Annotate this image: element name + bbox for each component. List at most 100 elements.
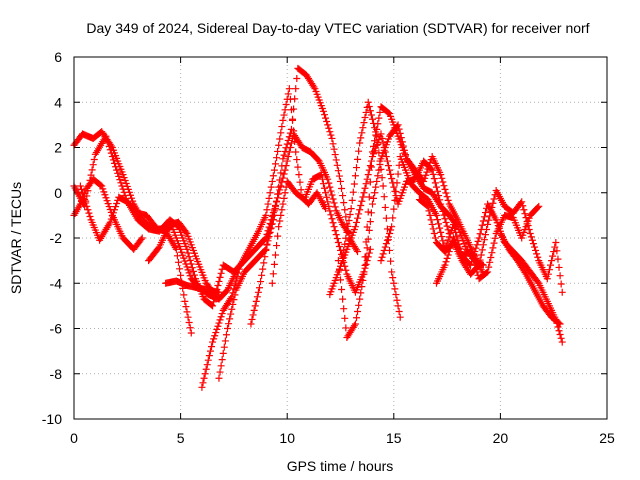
data-point <box>281 106 289 114</box>
data-point <box>366 107 374 115</box>
data-point <box>338 185 346 193</box>
data-point <box>549 252 557 260</box>
data-point <box>251 302 259 310</box>
data-point <box>203 361 211 369</box>
data-point <box>200 374 208 382</box>
data-point <box>286 144 294 151</box>
data-point <box>544 270 552 278</box>
data-point <box>423 201 431 209</box>
data-point <box>437 171 445 179</box>
data-point <box>228 305 236 313</box>
data-point <box>368 115 376 123</box>
data-point <box>375 149 383 157</box>
data-point <box>340 199 348 207</box>
data-point <box>442 258 450 266</box>
data-point <box>445 233 453 241</box>
data-point <box>331 203 339 211</box>
data-point <box>335 242 343 250</box>
data-point <box>358 129 366 137</box>
data-point <box>282 101 290 109</box>
data-point <box>324 121 332 129</box>
data-point <box>216 316 224 324</box>
data-point <box>367 163 375 171</box>
data-point <box>279 116 287 124</box>
data-point <box>438 233 446 241</box>
data-point <box>422 171 430 179</box>
data-point <box>438 204 446 212</box>
data-point <box>340 305 348 313</box>
data-point <box>342 266 350 274</box>
data-point <box>487 254 495 262</box>
data-point <box>104 139 112 147</box>
data-point <box>441 185 449 193</box>
data-point <box>180 254 188 262</box>
data-point <box>282 162 290 170</box>
data-point <box>216 273 224 281</box>
data-point <box>357 289 365 297</box>
data-point <box>215 288 223 296</box>
data-point <box>367 157 375 165</box>
data-point <box>338 285 346 293</box>
data-point <box>444 236 452 244</box>
data-point <box>291 95 299 103</box>
y-tick-label: -6 <box>50 321 63 337</box>
data-point <box>215 374 223 382</box>
data-point <box>215 277 223 285</box>
data-point <box>420 177 428 185</box>
data-point <box>328 215 336 223</box>
data-point <box>274 232 282 240</box>
data-point <box>330 145 338 153</box>
data-point <box>371 137 379 145</box>
data-point <box>451 224 459 232</box>
data-point <box>181 297 189 305</box>
data-point <box>108 212 116 220</box>
data-point <box>364 98 372 106</box>
data-point <box>85 209 93 217</box>
data-point <box>361 184 369 192</box>
data-point <box>79 189 87 197</box>
data-point <box>102 132 110 140</box>
data-point <box>190 271 198 279</box>
data-point <box>481 209 489 217</box>
data-point <box>283 140 291 148</box>
data-point <box>112 203 120 211</box>
series-track-16 <box>415 186 566 296</box>
data-point <box>386 166 394 174</box>
data-point <box>264 200 272 208</box>
data-point <box>116 176 124 184</box>
data-point <box>269 211 277 219</box>
data-point <box>114 169 122 177</box>
data-point <box>444 251 452 259</box>
data-point <box>111 159 119 167</box>
data-point <box>213 325 221 333</box>
data-point <box>521 210 529 218</box>
y-tick-label: -8 <box>50 366 63 382</box>
data-point <box>473 241 481 249</box>
data-point <box>81 196 89 204</box>
data-point <box>333 235 341 243</box>
data-point <box>280 111 288 119</box>
data-point <box>358 283 366 291</box>
x-tick-label: 15 <box>386 430 402 446</box>
data-point <box>267 183 275 191</box>
data-point <box>442 218 450 226</box>
data-point <box>319 107 327 115</box>
y-axis-title: SDTVAR / TECUs <box>8 182 24 294</box>
data-point <box>292 148 300 156</box>
data-point <box>172 245 180 253</box>
data-point <box>377 257 385 265</box>
data-point <box>285 85 293 93</box>
series-track-7 <box>198 85 330 391</box>
data-point <box>101 191 109 199</box>
data-point <box>217 313 225 321</box>
data-point <box>76 182 84 190</box>
data-point <box>434 216 442 224</box>
data-point <box>257 278 265 286</box>
data-point <box>317 171 325 179</box>
data-point <box>337 177 344 185</box>
data-point <box>217 362 225 370</box>
data-point <box>349 188 357 196</box>
data-point <box>201 370 209 378</box>
tick-labels: 0 5 10 15 20 25 -10 -8 -6 -4 -2 0 2 4 6 <box>42 49 615 446</box>
data-point <box>275 223 283 231</box>
